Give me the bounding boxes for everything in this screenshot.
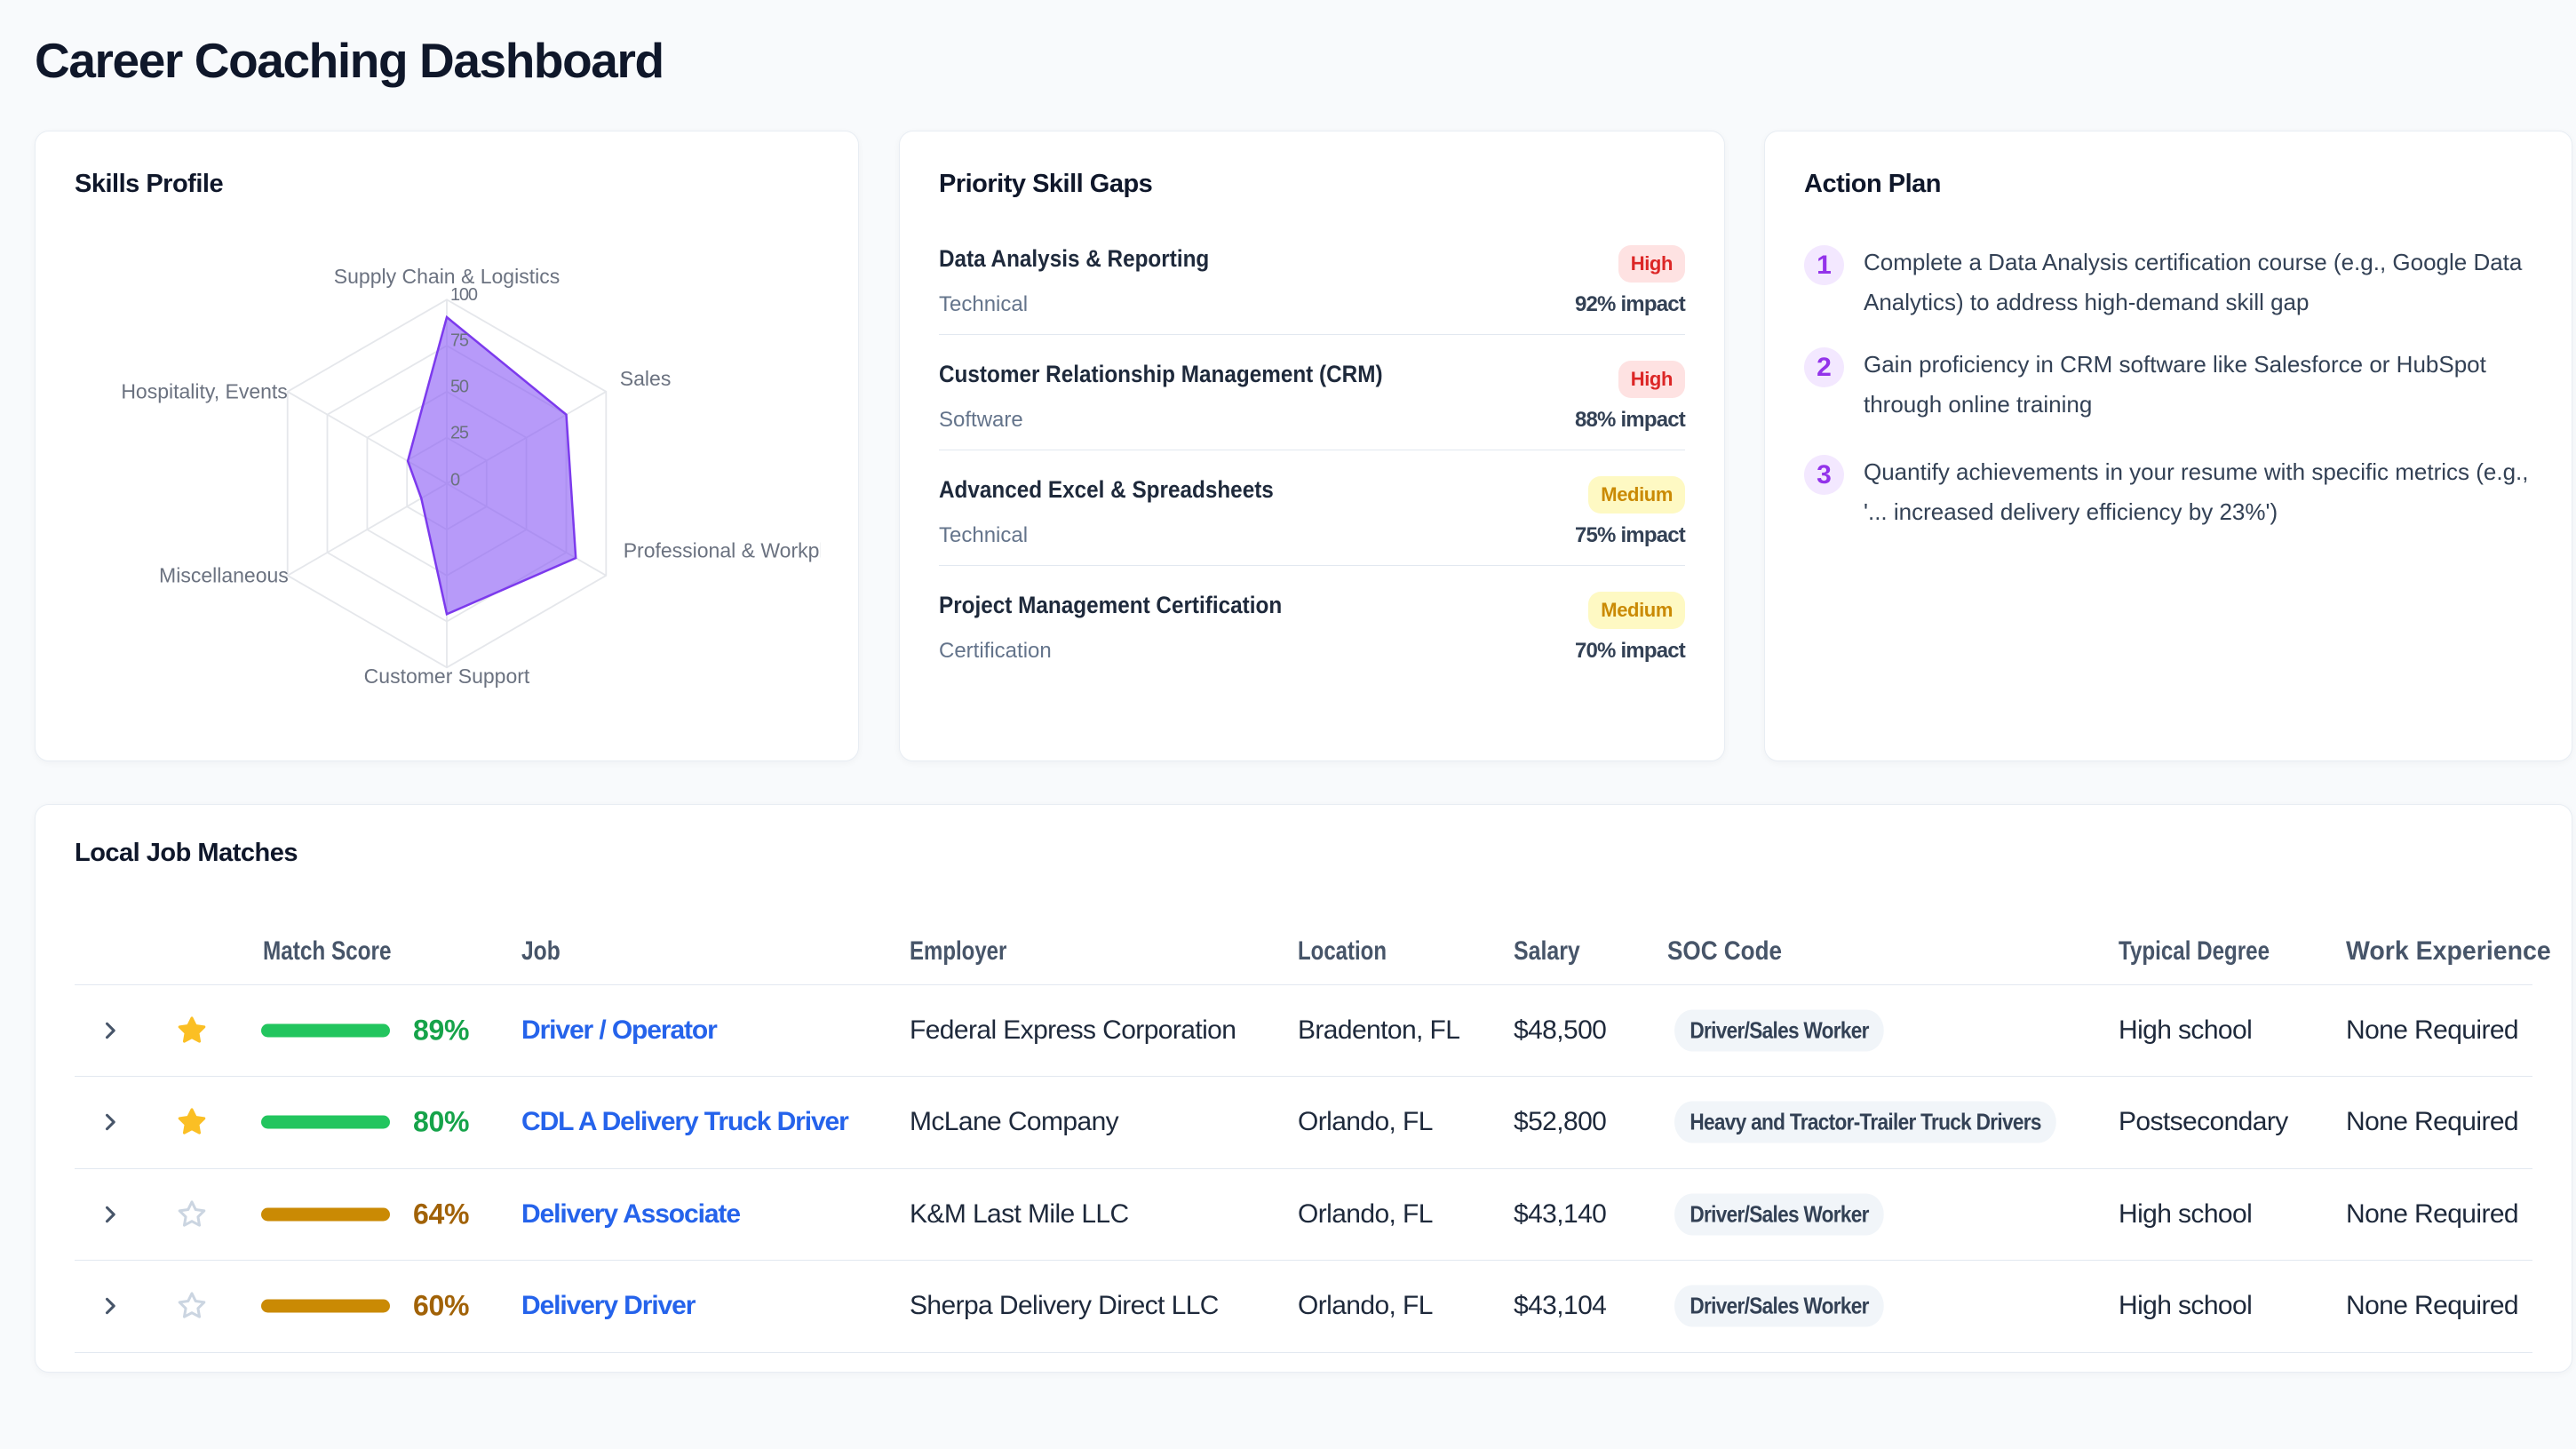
svg-text:Customer Support: Customer Support [364,665,530,688]
svg-text:0: 0 [450,471,460,490]
svg-text:Miscellaneous: Miscellaneous [159,564,289,587]
svg-text:Professional & Workplace: Professional & Workplace [624,539,821,562]
svg-text:25: 25 [450,423,469,442]
svg-text:Supply Chain & Logistics: Supply Chain & Logistics [334,265,560,288]
svg-text:Hospitality, Events: Hospitality, Events [121,380,287,403]
svg-text:75: 75 [450,330,469,350]
svg-text:100: 100 [450,285,478,305]
svg-text:50: 50 [450,377,469,396]
svg-text:Sales: Sales [620,367,672,390]
